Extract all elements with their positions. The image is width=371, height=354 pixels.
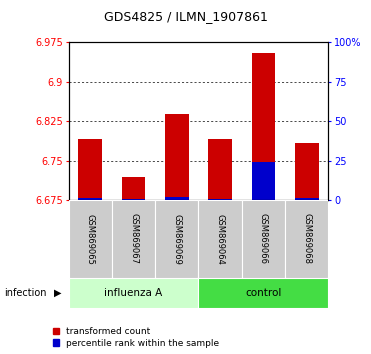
Text: GSM869064: GSM869064 <box>216 213 224 264</box>
Bar <box>78 198 102 200</box>
Bar <box>69 200 112 278</box>
Text: infection: infection <box>4 288 46 298</box>
Text: GSM869065: GSM869065 <box>86 213 95 264</box>
Text: GSM869066: GSM869066 <box>259 213 268 264</box>
Bar <box>165 114 189 200</box>
Legend: transformed count, percentile rank within the sample: transformed count, percentile rank withi… <box>53 327 219 348</box>
Bar <box>208 199 232 200</box>
Bar <box>295 199 319 200</box>
Text: influenza A: influenza A <box>104 288 163 298</box>
Text: control: control <box>245 288 282 298</box>
Bar <box>208 138 232 200</box>
Bar <box>155 200 198 278</box>
Bar <box>295 143 319 200</box>
Text: GSM869068: GSM869068 <box>302 213 311 264</box>
Bar <box>165 198 189 200</box>
Bar <box>198 200 242 278</box>
Bar <box>122 177 145 200</box>
Text: GSM869069: GSM869069 <box>173 213 181 264</box>
Bar <box>242 200 285 278</box>
Bar <box>252 162 275 200</box>
Bar <box>252 53 275 200</box>
Text: GSM869067: GSM869067 <box>129 213 138 264</box>
Bar <box>198 278 328 308</box>
Bar <box>69 278 198 308</box>
Text: ▶: ▶ <box>54 288 61 298</box>
Text: GDS4825 / ILMN_1907861: GDS4825 / ILMN_1907861 <box>104 10 267 23</box>
Bar <box>285 200 328 278</box>
Bar <box>112 200 155 278</box>
Bar <box>78 138 102 200</box>
